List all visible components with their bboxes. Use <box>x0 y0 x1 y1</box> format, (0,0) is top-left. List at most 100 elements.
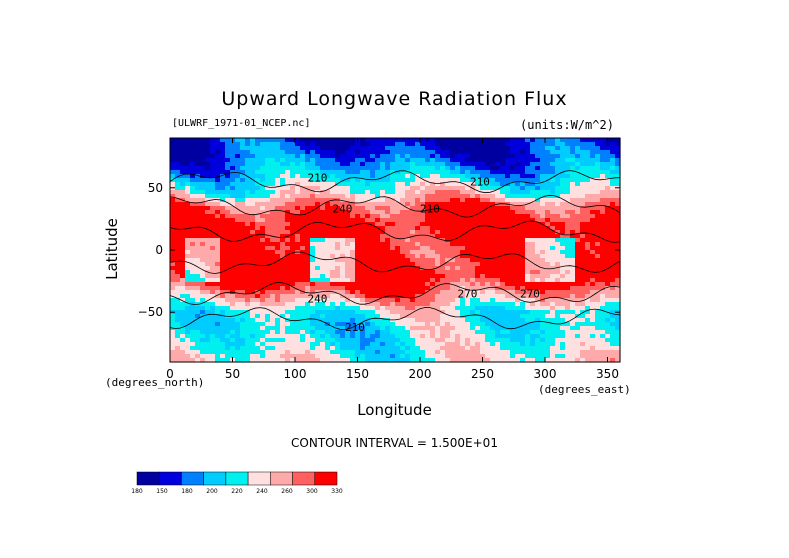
heatmap-cell <box>600 138 606 143</box>
heatmap-cell <box>425 170 431 175</box>
heatmap-cell <box>380 342 386 347</box>
heatmap-cell <box>575 318 581 323</box>
heatmap-cell <box>600 178 606 183</box>
heatmap-cell <box>555 150 561 155</box>
heatmap-cell <box>490 178 496 183</box>
heatmap-cell <box>490 222 496 227</box>
heatmap-cell <box>580 266 586 271</box>
heatmap-cell <box>505 230 511 235</box>
heatmap-cell <box>310 286 316 291</box>
heatmap-cell <box>360 294 366 299</box>
heatmap-cell <box>360 218 366 223</box>
heatmap-cell <box>605 222 611 227</box>
heatmap-cell <box>415 314 421 319</box>
heatmap-cell <box>210 266 216 271</box>
heatmap-cell <box>445 146 451 151</box>
heatmap-cell <box>445 322 451 327</box>
heatmap-cell <box>315 186 321 191</box>
heatmap-cell <box>510 162 516 167</box>
heatmap-cell <box>175 146 181 151</box>
heatmap-cell <box>170 302 176 307</box>
heatmap-cell <box>540 326 546 331</box>
heatmap-cell <box>540 294 546 299</box>
heatmap-cell <box>570 294 576 299</box>
heatmap-cell <box>415 242 421 247</box>
heatmap-cell <box>375 182 381 187</box>
heatmap-cell <box>390 218 396 223</box>
heatmap-cell <box>410 246 416 251</box>
heatmap-cell <box>615 222 621 227</box>
heatmap-cell <box>415 306 421 311</box>
heatmap-cell <box>310 270 316 275</box>
heatmap-cell <box>515 334 521 339</box>
heatmap-cell <box>220 350 226 355</box>
heatmap-cell <box>210 298 216 303</box>
heatmap-cell <box>245 210 251 215</box>
heatmap-cell <box>580 322 586 327</box>
heatmap-cell <box>510 298 516 303</box>
heatmap-cell <box>480 278 486 283</box>
heatmap-cell <box>530 246 536 251</box>
heatmap-cell <box>445 214 451 219</box>
heatmap-cell <box>325 342 331 347</box>
heatmap-cell <box>235 338 241 343</box>
heatmap-cell <box>575 190 581 195</box>
heatmap-cell <box>265 306 271 311</box>
heatmap-cell <box>260 238 266 243</box>
heatmap-cell <box>565 286 571 291</box>
heatmap-cell <box>535 142 541 147</box>
heatmap-cell <box>185 286 191 291</box>
heatmap-cell <box>515 246 521 251</box>
heatmap-cell <box>550 218 556 223</box>
heatmap-cell <box>240 202 246 207</box>
heatmap-cell <box>270 186 276 191</box>
heatmap-cell <box>310 206 316 211</box>
heatmap-cell <box>325 250 331 255</box>
heatmap-cell <box>265 138 271 143</box>
heatmap-cell <box>365 318 371 323</box>
heatmap-cell <box>525 290 531 295</box>
heatmap-cell <box>500 330 506 335</box>
heatmap-cell <box>345 290 351 295</box>
heatmap-cell <box>175 270 181 275</box>
heatmap-cell <box>275 246 281 251</box>
heatmap-cell <box>250 290 256 295</box>
heatmap-cell <box>475 202 481 207</box>
heatmap-cell <box>445 170 451 175</box>
heatmap-cell <box>305 162 311 167</box>
heatmap-cell <box>605 190 611 195</box>
heatmap-cell <box>230 298 236 303</box>
heatmap-cell <box>365 254 371 259</box>
heatmap-cell <box>385 138 391 143</box>
heatmap-cell <box>505 310 511 315</box>
heatmap-cell <box>330 302 336 307</box>
heatmap-cell <box>205 314 211 319</box>
heatmap-cell <box>545 226 551 231</box>
heatmap-cell <box>425 286 431 291</box>
heatmap-cell <box>460 302 466 307</box>
heatmap-cell <box>535 154 541 159</box>
heatmap-cell <box>450 198 456 203</box>
heatmap-cell <box>395 234 401 239</box>
heatmap-cell <box>180 226 186 231</box>
heatmap-cell <box>300 318 306 323</box>
heatmap-cell <box>220 278 226 283</box>
heatmap-cell <box>615 166 621 171</box>
heatmap-cell <box>470 230 476 235</box>
heatmap-cell <box>225 246 231 251</box>
heatmap-cell <box>220 346 226 351</box>
heatmap-cell <box>510 354 516 359</box>
heatmap-cell <box>250 298 256 303</box>
heatmap-cell <box>460 178 466 183</box>
heatmap-cell <box>345 294 351 299</box>
heatmap-cell <box>330 166 336 171</box>
heatmap-cell <box>530 306 536 311</box>
heatmap-cell <box>240 178 246 183</box>
heatmap-cell <box>450 174 456 179</box>
heatmap-cell <box>400 338 406 343</box>
heatmap-cell <box>395 182 401 187</box>
heatmap-cell <box>235 330 241 335</box>
heatmap-cell <box>380 358 386 363</box>
heatmap-cell <box>360 226 366 231</box>
heatmap-cell <box>215 282 221 287</box>
